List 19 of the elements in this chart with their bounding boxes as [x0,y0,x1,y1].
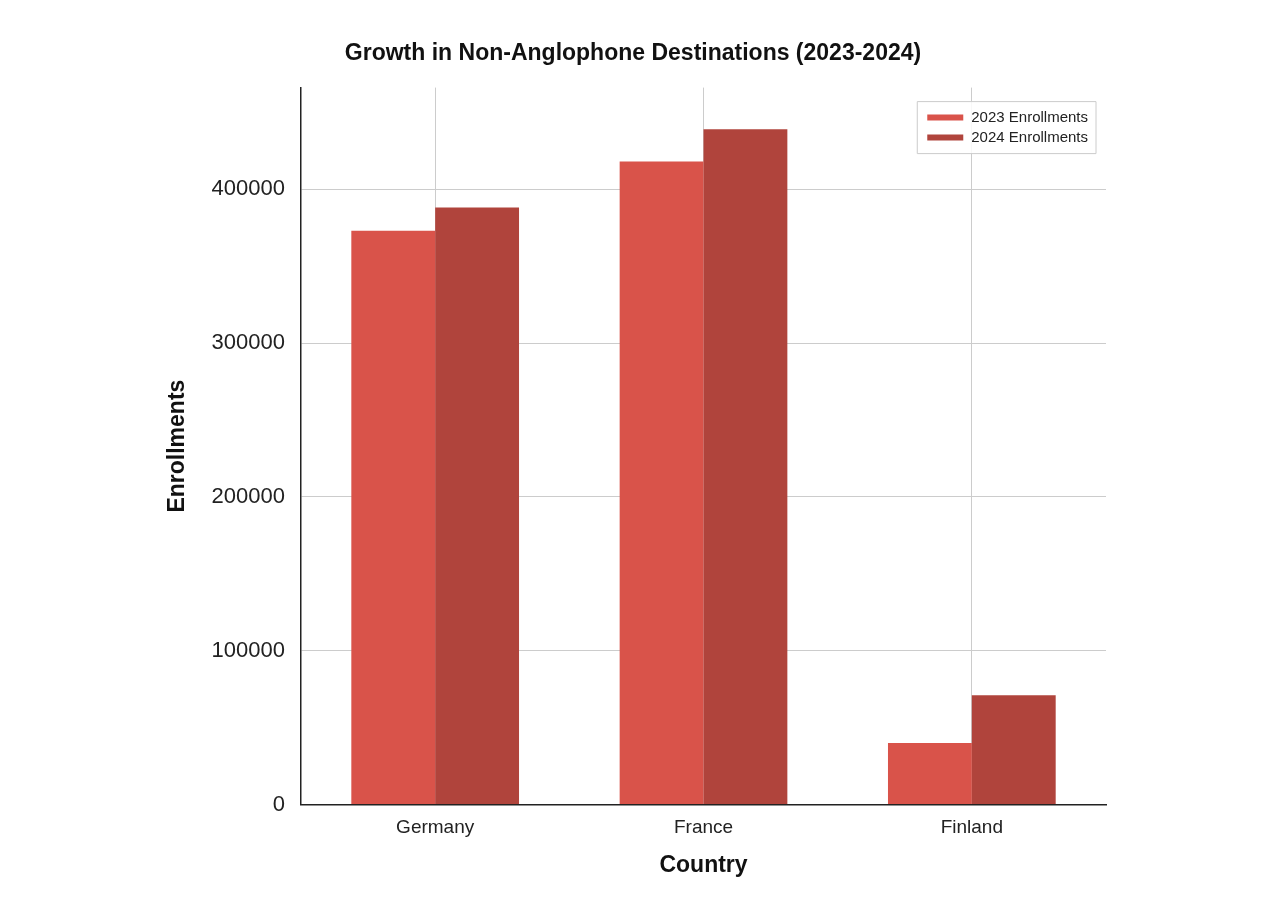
bar [887,743,972,805]
legend-label: 2024 Enrollments [971,127,1088,145]
x-tick-label: Germany [396,816,475,838]
bar [703,129,788,805]
y-tick-label: 300000 [211,329,286,355]
bar [351,230,436,805]
bar [971,695,1056,805]
x-tick-label: Finland [940,816,1003,838]
chart-title: Growth in Non-Anglophone Destinations (2023-2024) [344,39,922,66]
y-tick-label: 200000 [211,482,286,508]
x-axis-title: Country [659,850,748,877]
x-tick-label: France [673,816,734,838]
bar [619,161,704,805]
y-tick-label: 0 [272,790,286,816]
legend-label: 2023 Enrollments [971,107,1088,125]
y-tick-label: 400000 [211,175,286,201]
y-axis-title: Enrollments [163,379,190,513]
y-tick-label: 100000 [211,636,286,662]
bar [435,207,520,805]
